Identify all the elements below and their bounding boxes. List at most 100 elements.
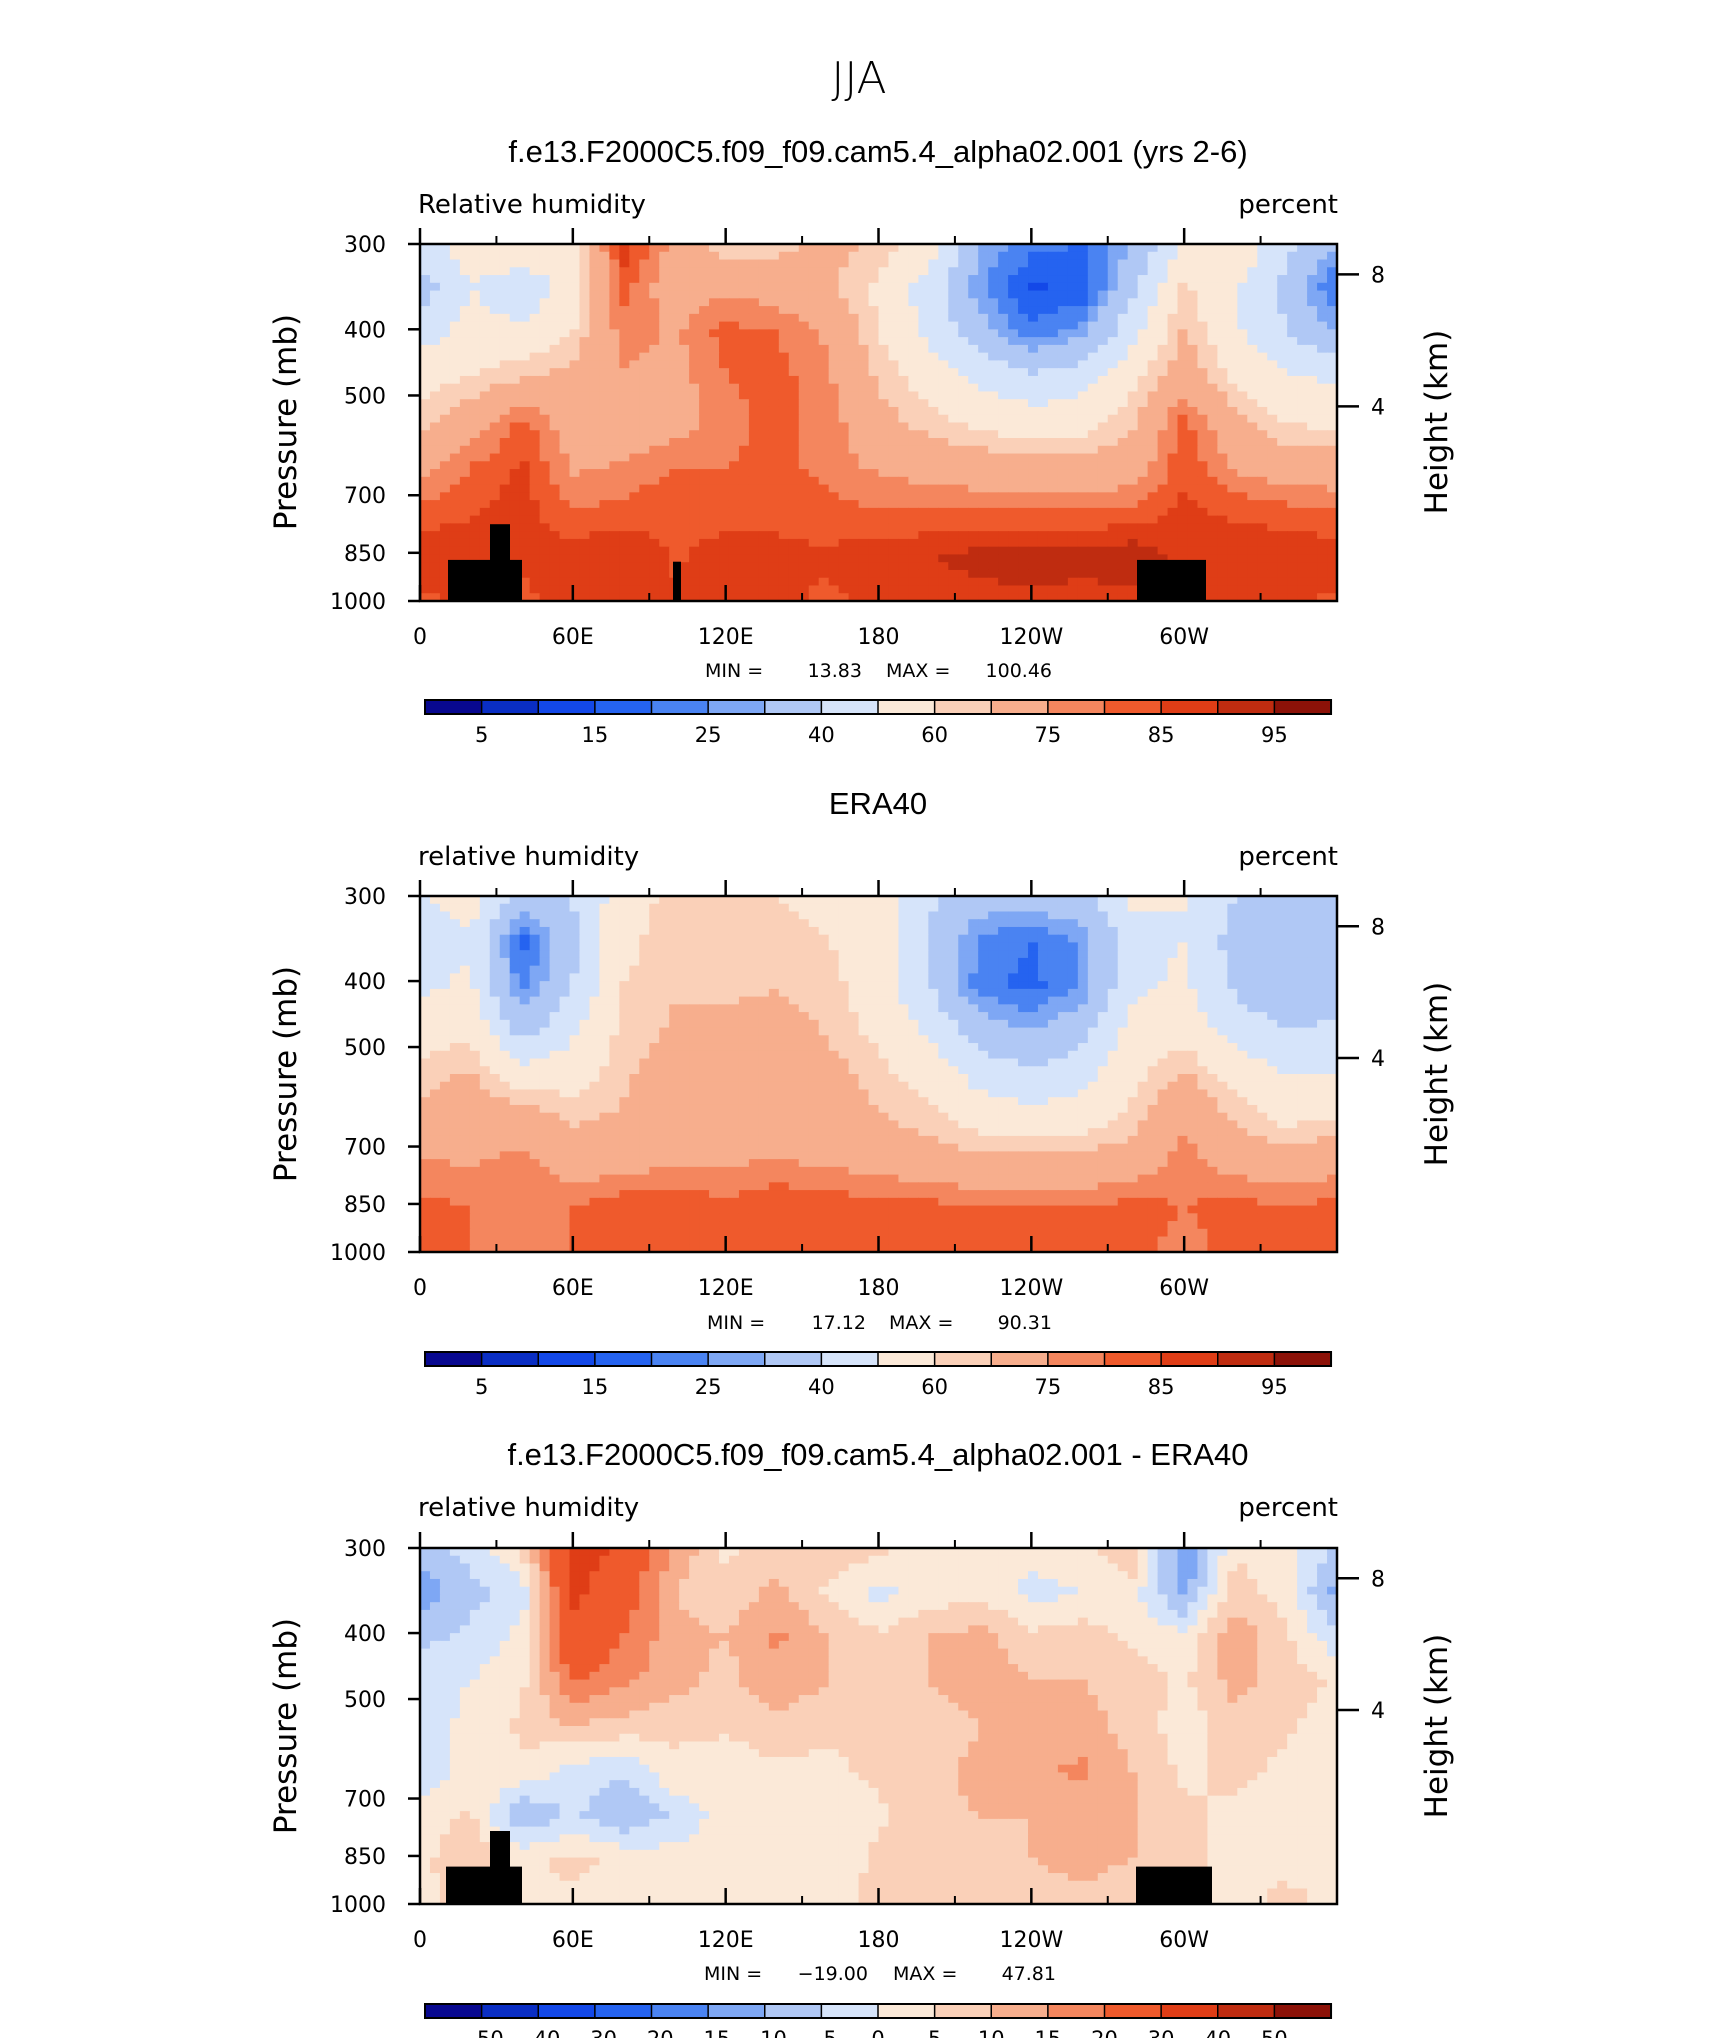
contour-cell [629,337,640,346]
contour-cell [1067,275,1079,284]
contour-cell [1127,546,1139,556]
contour-cell [1097,399,1109,408]
contour-cell [1147,422,1159,431]
contour-cell [429,244,441,253]
contour-cell [689,903,700,913]
contour-cell [738,406,750,416]
contour-cell [1047,430,1059,439]
contour-cell [1037,476,1049,486]
contour-cell [1187,461,1199,470]
contour-cell [609,445,620,455]
contour-cell [1327,484,1338,493]
contour-cell [1037,267,1049,276]
contour-cell [1167,554,1179,563]
contour-cell [858,406,870,416]
contour-cell [489,321,501,330]
contour-cell [908,484,919,493]
contour-cell [1247,337,1258,346]
contour-cell [420,585,431,594]
contour-cell [968,934,979,944]
contour-cell [659,414,670,424]
contour-cell [1037,523,1049,532]
contour-cell [1137,313,1149,323]
contour-cell [1227,538,1238,548]
contour-cell [958,368,969,377]
contour-cell [958,531,969,540]
contour-cell [559,926,571,936]
contour-cell [1028,414,1039,424]
contour-cell [768,469,780,478]
contour-cell [519,484,531,493]
contour-cell [1257,399,1268,408]
contour-cell [1067,352,1079,362]
contour-cell [1247,585,1258,594]
contour-cell [619,298,630,307]
contour-cell [1028,896,1039,905]
contour-cell [1117,251,1129,261]
contour-cell [1227,267,1238,276]
contour-cell [569,313,581,323]
contour-cell [1237,903,1248,913]
contour-cell [1307,344,1318,354]
contour-cell [689,321,700,330]
contour-cell [1008,344,1019,354]
contour-cell [679,523,690,532]
contour-cell [569,492,581,501]
contour-cell [748,267,760,276]
contour-cell [848,352,860,362]
contour-cell [1167,500,1179,509]
contour-cell [1077,926,1089,936]
contour-cell [1297,329,1308,338]
contour-cell [599,950,610,959]
contour-cell [998,306,1009,315]
contour-cell [838,577,850,587]
contour-cell [778,554,790,563]
contour-cell [858,453,870,462]
contour-cell [689,515,700,524]
contour-cell [549,267,561,276]
contour-cell [509,298,521,307]
contour-cell [1167,911,1179,920]
contour-cell [1087,919,1099,928]
contour-cell [878,337,890,346]
contour-cell [1047,453,1059,462]
contour-cell [1127,507,1139,517]
contour-cell [549,546,561,556]
contour-cell [449,282,461,292]
contour-cell [1277,911,1288,920]
contour-cell [429,391,441,400]
contour-cell [719,406,730,416]
contour-cell [719,422,730,431]
contour-cell [1287,934,1298,944]
contour-cell [1197,492,1209,501]
contour-cell [439,476,451,486]
contour-cell [719,484,730,493]
contour-cell [1297,585,1308,594]
contour-cell [758,507,770,517]
contour-cell [489,919,501,928]
contour-cell [1197,476,1209,486]
contour-cell [958,383,969,393]
contour-cell [1327,926,1338,936]
contour-cell [918,461,929,470]
contour-cell [420,453,431,462]
contour-cell [1257,569,1268,579]
contour-cell [1028,329,1039,338]
contour-cell [1127,298,1139,307]
contour-cell [798,546,810,556]
contour-cell [1317,934,1328,944]
contour-cell [629,546,640,556]
contour-cell [728,934,740,944]
contour-cell [858,337,870,346]
contour-cell [1097,275,1109,284]
contour-cell [1028,492,1039,501]
contour-cell [1067,546,1079,556]
contour-cell [1277,414,1288,424]
contour-cell [1057,375,1069,385]
contour-cell [988,453,999,462]
contour-cell [1207,577,1218,587]
contour-cell [549,919,561,928]
contour-cell [1307,538,1318,548]
contour-cell [649,538,660,548]
contour-cell [649,531,660,540]
